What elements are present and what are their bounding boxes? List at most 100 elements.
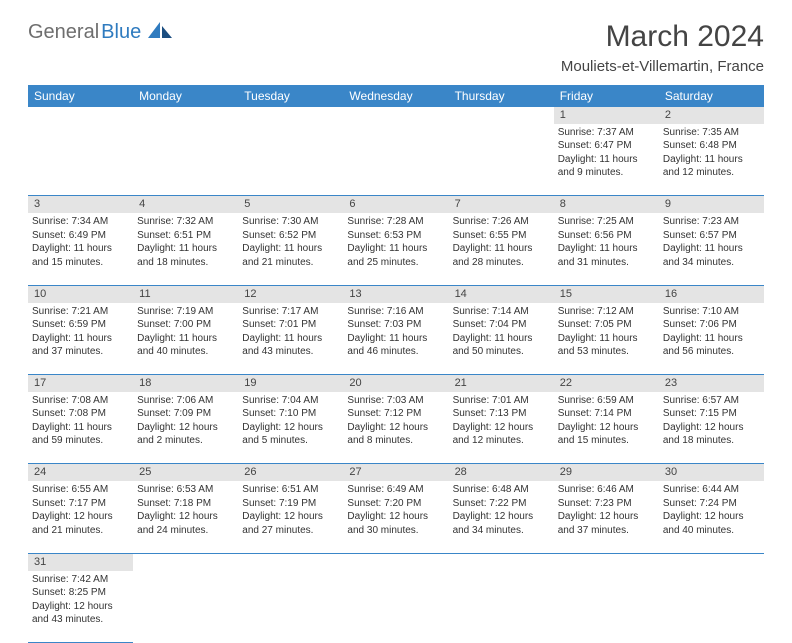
day-cell — [238, 571, 343, 643]
day-daylight1: Daylight: 12 hours — [453, 421, 550, 435]
day-sunrise: Sunrise: 7:30 AM — [242, 215, 339, 229]
day-sunset: Sunset: 7:08 PM — [32, 407, 129, 421]
day-sunset: Sunset: 7:12 PM — [347, 407, 444, 421]
weekday-header-row: SundayMondayTuesdayWednesdayThursdayFrid… — [28, 85, 764, 107]
day-sunset: Sunset: 7:09 PM — [137, 407, 234, 421]
day-daylight1: Daylight: 12 hours — [453, 510, 550, 524]
day-number: 15 — [554, 285, 659, 302]
day-cell: Sunrise: 7:14 AMSunset: 7:04 PMDaylight:… — [449, 303, 554, 375]
weekday-header: Sunday — [28, 85, 133, 107]
day-sunset: Sunset: 6:55 PM — [453, 229, 550, 243]
day-number: 3 — [28, 196, 133, 213]
logo-text-blue: Blue — [101, 21, 141, 44]
day-sunrise: Sunrise: 7:28 AM — [347, 215, 444, 229]
day-sunrise: Sunrise: 7:26 AM — [453, 215, 550, 229]
day-cell: Sunrise: 7:23 AMSunset: 6:57 PMDaylight:… — [659, 213, 764, 285]
day-number — [449, 107, 554, 124]
day-cell — [449, 571, 554, 643]
day-sunrise: Sunrise: 6:55 AM — [32, 483, 129, 497]
day-number — [659, 553, 764, 570]
day-sunrise: Sunrise: 7:12 AM — [558, 305, 655, 319]
day-cell — [659, 571, 764, 643]
day-sunset: Sunset: 7:13 PM — [453, 407, 550, 421]
day-sunset: Sunset: 6:47 PM — [558, 139, 655, 153]
day-number: 7 — [449, 196, 554, 213]
weekday-header: Tuesday — [238, 85, 343, 107]
day-sunrise: Sunrise: 7:14 AM — [453, 305, 550, 319]
day-sunset: Sunset: 7:05 PM — [558, 318, 655, 332]
day-detail-row: Sunrise: 6:55 AMSunset: 7:17 PM Daylight:… — [28, 481, 764, 553]
day-daylight2: and 15 minutes. — [558, 434, 655, 448]
day-cell: Sunrise: 6:44 AMSunset: 7:24 PMDaylight:… — [659, 481, 764, 553]
day-cell: Sunrise: 7:19 AMSunset: 7:00 PMDaylight:… — [133, 303, 238, 375]
day-daylight1: Daylight: 11 hours — [453, 242, 550, 256]
day-sunset: Sunset: 7:00 PM — [137, 318, 234, 332]
weekday-header: Thursday — [449, 85, 554, 107]
day-sunrise: Sunrise: 6:57 AM — [663, 394, 760, 408]
sail-icon — [146, 20, 174, 45]
day-daylight2: and 12 minutes. — [453, 434, 550, 448]
day-number: 13 — [343, 285, 448, 302]
day-daylight1: Daylight: 12 hours — [32, 600, 129, 614]
day-daylight2: and 18 minutes. — [137, 256, 234, 270]
day-sunset: Sunset: 7:14 PM — [558, 407, 655, 421]
day-sunset: Sunset: 7:04 PM — [453, 318, 550, 332]
day-daylight2: and 40 minutes. — [137, 345, 234, 359]
day-number: 23 — [659, 375, 764, 392]
day-number: 11 — [133, 285, 238, 302]
day-sunrise: Sunrise: 7:17 AM — [242, 305, 339, 319]
day-number — [449, 553, 554, 570]
day-daylight1: Daylight: 11 hours — [32, 421, 129, 435]
day-number — [343, 553, 448, 570]
day-cell — [28, 124, 133, 196]
day-cell: Sunrise: 7:42 AMSunset: 8:25 PMDaylight:… — [28, 571, 133, 643]
day-daylight1: Daylight: 11 hours — [242, 332, 339, 346]
day-number: 10 — [28, 285, 133, 302]
day-number: 31 — [28, 553, 133, 570]
day-cell: Sunrise: 7:30 AMSunset: 6:52 PMDaylight:… — [238, 213, 343, 285]
day-cell: Sunrise: 7:08 AMSunset: 7:08 PMDaylight:… — [28, 392, 133, 464]
day-number — [238, 107, 343, 124]
day-cell: Sunrise: 7:32 AMSunset: 6:51 PMDaylight:… — [133, 213, 238, 285]
day-number: 14 — [449, 285, 554, 302]
day-daylight1: Daylight: 11 hours — [242, 242, 339, 256]
day-cell: Sunrise: 6:53 AMSunset: 7:18 PMDaylight:… — [133, 481, 238, 553]
day-cell: Sunrise: 7:35 AMSunset: 6:48 PMDaylight:… — [659, 124, 764, 196]
day-sunrise: Sunrise: 6:53 AM — [137, 483, 234, 497]
day-daylight2: and 37 minutes. — [558, 524, 655, 538]
day-number: 28 — [449, 464, 554, 481]
day-sunrise: Sunrise: 7:42 AM — [32, 573, 129, 587]
day-daylight1: Daylight: 12 hours — [663, 510, 760, 524]
day-cell: Sunrise: 7:04 AMSunset: 7:10 PMDaylight:… — [238, 392, 343, 464]
day-number: 30 — [659, 464, 764, 481]
day-sunrise: Sunrise: 7:04 AM — [242, 394, 339, 408]
day-number: 24 — [28, 464, 133, 481]
day-daylight1: Daylight: 12 hours — [347, 510, 444, 524]
day-sunset: Sunset: 8:25 PM — [32, 586, 129, 600]
day-daylight2: and 46 minutes. — [347, 345, 444, 359]
day-cell: Sunrise: 7:06 AMSunset: 7:09 PMDaylight:… — [133, 392, 238, 464]
day-daylight1: Daylight: 11 hours — [663, 332, 760, 346]
day-daylight1: Daylight: 11 hours — [558, 153, 655, 167]
day-cell: Sunrise: 6:48 AMSunset: 7:22 PMDaylight:… — [449, 481, 554, 553]
calendar-table: SundayMondayTuesdayWednesdayThursdayFrid… — [28, 85, 764, 643]
day-sunrise: Sunrise: 6:49 AM — [347, 483, 444, 497]
day-sunrise: Sunrise: 7:32 AM — [137, 215, 234, 229]
day-cell: Sunrise: 6:49 AMSunset: 7:20 PMDaylight:… — [343, 481, 448, 553]
day-sunrise: Sunrise: 7:25 AM — [558, 215, 655, 229]
day-cell: Sunrise: 6:59 AMSunset: 7:14 PMDaylight:… — [554, 392, 659, 464]
day-cell: Sunrise: 7:10 AMSunset: 7:06 PMDaylight:… — [659, 303, 764, 375]
day-number — [238, 553, 343, 570]
day-daylight1: Daylight: 11 hours — [137, 332, 234, 346]
day-sunset: Sunset: 6:59 PM — [32, 318, 129, 332]
day-number-row: 12 — [28, 107, 764, 124]
day-daylight1: Daylight: 11 hours — [663, 242, 760, 256]
logo-text-gray: General — [28, 21, 99, 44]
day-sunset: Sunset: 7:17 PM — [32, 497, 129, 511]
day-daylight1: Daylight: 11 hours — [558, 332, 655, 346]
day-number: 1 — [554, 107, 659, 124]
day-daylight2: and 59 minutes. — [32, 434, 129, 448]
day-daylight1: Daylight: 12 hours — [558, 510, 655, 524]
weekday-header: Saturday — [659, 85, 764, 107]
day-sunset: Sunset: 6:53 PM — [347, 229, 444, 243]
